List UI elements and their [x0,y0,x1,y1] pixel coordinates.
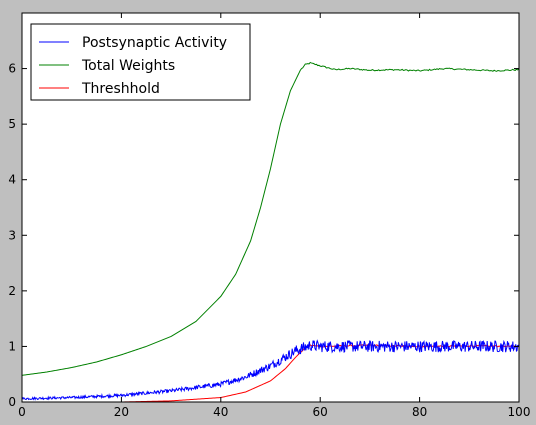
series-line-total-weights [21,61,520,376]
y-tick-label: 1 [8,339,16,353]
legend: Postsynaptic Activity Total Weights Thre… [30,23,251,101]
y-tick-label: 5 [8,117,16,131]
series-line-postsynaptic-activity [21,339,520,401]
y-tick-label: 4 [8,173,16,187]
y-tick-label: 3 [8,228,16,242]
x-tick-label: 100 [508,405,531,419]
x-tick-label: 20 [114,405,129,419]
y-tick-label: 0 [8,395,16,409]
legend-label-threshhold: Threshhold [81,81,160,97]
legend-label-total-weights: Total Weights [81,58,175,74]
tick-layer: 0 20 40 60 80 100 0 1 2 3 4 5 6 [8,13,530,419]
x-tick-label: 40 [213,405,228,419]
x-tick-label: 80 [412,405,427,419]
y-tick-label: 2 [8,284,16,298]
x-tick-label: 60 [313,405,328,419]
x-tick-label: 0 [18,405,26,419]
legend-label-postsynaptic-activity: Postsynaptic Activity [82,35,227,51]
y-tick-label: 6 [8,62,16,76]
plot-frame [21,12,520,403]
legend-box [30,23,251,101]
